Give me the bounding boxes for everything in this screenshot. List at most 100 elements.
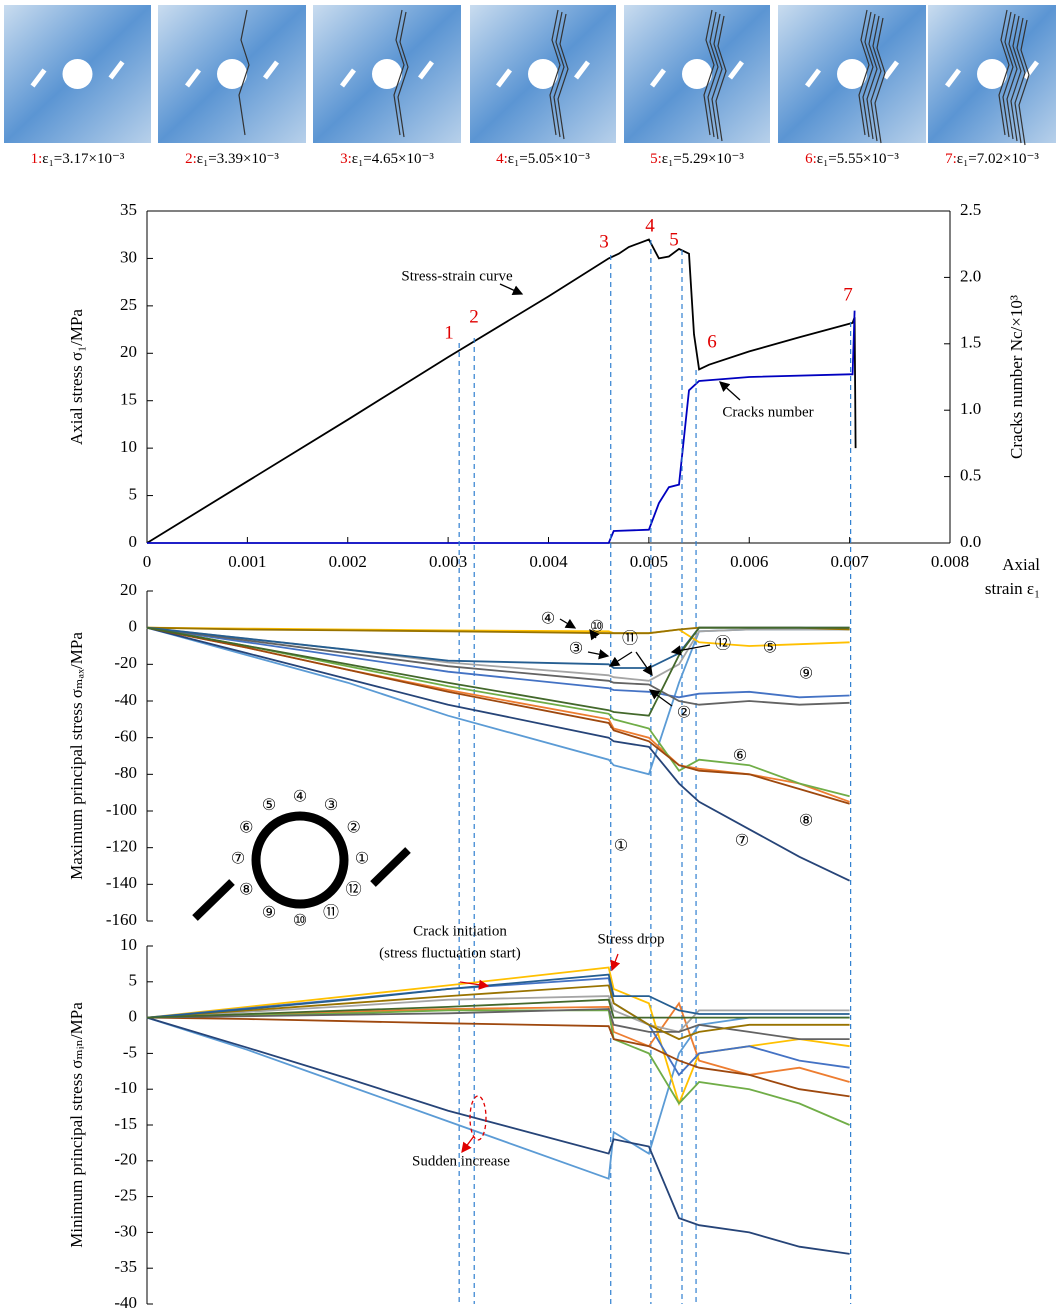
position-label: ⑧ bbox=[239, 882, 253, 899]
series-line bbox=[146, 1016, 850, 1255]
y-tick-label: -80 bbox=[114, 763, 137, 782]
y2-tick-label: 2.5 bbox=[960, 200, 981, 219]
position-label: ② bbox=[347, 820, 361, 837]
y-tick-label: 5 bbox=[129, 971, 138, 990]
photo-hole bbox=[837, 59, 867, 89]
y2-tick-label: 0.0 bbox=[960, 532, 981, 551]
y-tick-label: 0 bbox=[129, 617, 138, 636]
caption-number: 6: bbox=[805, 151, 817, 167]
y-tick-label: 5 bbox=[129, 484, 138, 503]
x-axis-label: Axial bbox=[1002, 555, 1040, 574]
arrow bbox=[459, 979, 490, 990]
y-axis-label: Axial stress σ₁/MPa bbox=[67, 309, 86, 445]
series-line bbox=[146, 1016, 850, 1098]
y-tick-label: -40 bbox=[114, 690, 137, 709]
photo-crack bbox=[1018, 19, 1030, 146]
position-label: ④ bbox=[293, 789, 307, 806]
caption: 2:ε₁=3.39×10⁻³ bbox=[185, 151, 279, 167]
position-label: ③ bbox=[324, 797, 338, 814]
series-line bbox=[146, 1001, 850, 1083]
photo-hole bbox=[977, 59, 1007, 89]
series-line bbox=[146, 626, 850, 706]
series-line bbox=[146, 973, 850, 1019]
x-axis-label: strain ε₁ bbox=[985, 579, 1040, 598]
caption: 6:ε₁=5.55×10⁻³ bbox=[805, 151, 899, 167]
caption: 1:ε₁=3.17×10⁻³ bbox=[31, 151, 125, 167]
series-line bbox=[146, 984, 850, 1041]
caption-strain: ε₁=3.39×10⁻³ bbox=[197, 151, 280, 167]
caption-number: 1: bbox=[31, 151, 43, 167]
stage-label: 6 bbox=[707, 331, 717, 352]
arrow bbox=[587, 649, 610, 660]
position-label: ⑪ bbox=[323, 903, 339, 921]
y-axis-label: Minimum principal stress σₘᵢₙ/MPa bbox=[67, 1002, 86, 1248]
x-tick-label: 0.003 bbox=[429, 552, 467, 571]
y2-tick-label: 1.5 bbox=[960, 333, 981, 352]
arrow bbox=[559, 618, 577, 629]
y-tick-label: 15 bbox=[120, 390, 137, 409]
series-label: ③ bbox=[569, 641, 583, 658]
series-label: ⑦ bbox=[735, 833, 749, 850]
y2-tick-label: 0.5 bbox=[960, 466, 981, 485]
series-line bbox=[146, 238, 857, 544]
y2-tick-label: 1.0 bbox=[960, 399, 981, 418]
caption-strain: ε₁=3.17×10⁻³ bbox=[42, 151, 125, 167]
hole bbox=[251, 811, 349, 909]
flaw bbox=[370, 847, 411, 887]
y-tick-label: 20 bbox=[120, 342, 137, 361]
position-label: ⑦ bbox=[231, 851, 245, 868]
specimen-photos: 1:ε₁=3.17×10⁻³ 2:ε₁=3.39×10⁻³ 3:ε₁=4.65×10… bbox=[4, 5, 1056, 167]
photo-flaw bbox=[263, 60, 279, 80]
x-tick-label: 0.007 bbox=[831, 552, 870, 571]
x-tick-label: 0.008 bbox=[931, 552, 969, 571]
stage-label: 7 bbox=[843, 284, 853, 305]
x-tick-label: 0.002 bbox=[329, 552, 367, 571]
position-label: ⑩ bbox=[293, 913, 307, 930]
photo-crack bbox=[553, 11, 565, 138]
series-label: Stress-strain curve bbox=[401, 268, 513, 284]
stage-label: 2 bbox=[469, 306, 479, 327]
photo-hole bbox=[528, 59, 558, 89]
series-line bbox=[147, 310, 856, 544]
annotation-arrows bbox=[459, 283, 741, 1154]
y-tick-label: -10 bbox=[114, 1078, 137, 1097]
series-label: ⑨ bbox=[799, 666, 813, 683]
photo-crack bbox=[703, 9, 715, 136]
photo-crack bbox=[998, 9, 1010, 136]
stage-label: 4 bbox=[645, 215, 655, 236]
y-tick-label: 10 bbox=[120, 935, 137, 954]
y-tick-label: 0 bbox=[129, 532, 138, 551]
photo-crack bbox=[874, 17, 886, 144]
series-label: ④ bbox=[541, 611, 555, 628]
position-label: ⑥ bbox=[239, 820, 253, 837]
caption-strain: ε₁=5.29×10⁻³ bbox=[662, 151, 745, 167]
photo-crack bbox=[858, 9, 870, 136]
position-label: ① bbox=[355, 851, 369, 868]
caption-strain: ε₁=5.05×10⁻³ bbox=[508, 151, 591, 167]
caption-number: 2: bbox=[185, 151, 197, 167]
photo-crack bbox=[1006, 13, 1018, 140]
stage-label: 5 bbox=[669, 229, 679, 250]
series-label: ⑫ bbox=[715, 635, 731, 653]
arrow bbox=[608, 651, 633, 667]
photo-flaw bbox=[650, 68, 666, 88]
y-tick-label: -160 bbox=[106, 910, 137, 929]
caption-number: 5: bbox=[650, 151, 662, 167]
caption: 5:ε₁=5.29×10⁻³ bbox=[650, 151, 744, 167]
arrow bbox=[499, 283, 524, 295]
y-tick-label: -5 bbox=[123, 1042, 137, 1061]
photo-crack bbox=[397, 11, 409, 138]
y-tick-label: -20 bbox=[114, 1150, 137, 1169]
series-label: ⑪ bbox=[622, 630, 638, 648]
series-line bbox=[146, 1008, 850, 1040]
series-line bbox=[146, 626, 850, 882]
arrow bbox=[635, 651, 653, 677]
series-label: ⑧ bbox=[799, 813, 813, 830]
position-label: ⑨ bbox=[262, 904, 276, 921]
caption: 3:ε₁=4.65×10⁻³ bbox=[340, 151, 434, 167]
photo-flaw bbox=[185, 68, 201, 88]
annotation: (stress fluctuation start) bbox=[379, 945, 521, 961]
annotation: Stress drop bbox=[597, 931, 664, 947]
caption: 7:ε₁=7.02×10⁻³ bbox=[945, 151, 1039, 167]
